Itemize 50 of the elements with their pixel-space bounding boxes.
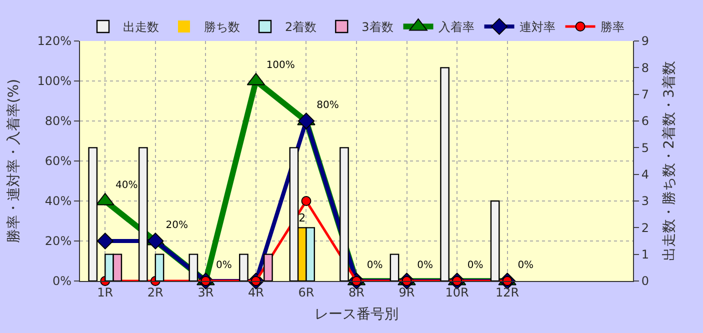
y2-tick-label: 9 [641,34,650,48]
y-tick-label: 40% [44,194,72,208]
data-label: 0% [518,260,534,272]
x-tick-label: 3R [198,285,214,300]
y2-tick-label: 6 [641,114,650,128]
y2-tick-label: 3 [641,194,650,208]
point [301,196,312,206]
x-tick-label: 4R [248,285,264,300]
x-tick-label: 1R [97,285,114,300]
x-tick-label: 8R [348,285,364,300]
data-label: 80% [316,100,339,112]
y2-tick-label: 1 [641,248,650,262]
x-tick-label: 10R [445,285,469,300]
data-label: 0% [467,260,484,272]
y-tick-label: 120% [37,34,72,48]
point [147,232,164,250]
point [96,232,114,250]
x-axis-title: レース番号別 [314,306,398,323]
y2-tick-label: 5 [641,140,650,155]
x-tick-label: 12R [496,285,520,300]
y2-tick-label: 7 [641,88,650,102]
data-label: 0% [417,260,434,272]
y-tick-label: 20% [44,234,72,248]
legend-label: 2着数 [285,20,317,34]
y-axis-title: 勝率・連対率・入着率(%) [6,78,22,244]
y-tick-label: 0% [52,274,72,288]
y2-tick-label: 2 [641,220,650,235]
y-tick-label: 60% [44,154,72,168]
data-label: 0% [366,260,383,272]
legend-label: 入着率 [438,20,474,34]
y2-tick-label: 0 [641,274,650,288]
data-label: 20% [166,220,188,232]
y-tick-label: 100% [37,74,72,88]
legend-label: 出走数 [123,20,159,34]
data-label: 40% [116,180,138,192]
point [298,112,315,130]
data-label: 2 [298,212,306,225]
legend-label: 3着数 [362,20,394,34]
y2-axis-title: 出走数・勝ち数・2着数・3着数 [661,61,678,261]
data-label: 0% [216,260,232,272]
y2-tick-label: 4 [641,168,650,182]
legend-label: 連対率 [519,20,556,34]
legend-label: 勝率 [600,20,624,34]
legend-label: 勝ち数 [204,20,240,34]
y2-tick-label: 8 [641,60,650,75]
x-tick-label: 9R [398,285,415,300]
data-label: 100% [266,60,295,72]
x-tick-label: 2R [147,285,164,300]
x-tick-label: 6R [298,285,314,300]
y-tick-label: 80% [44,114,72,128]
